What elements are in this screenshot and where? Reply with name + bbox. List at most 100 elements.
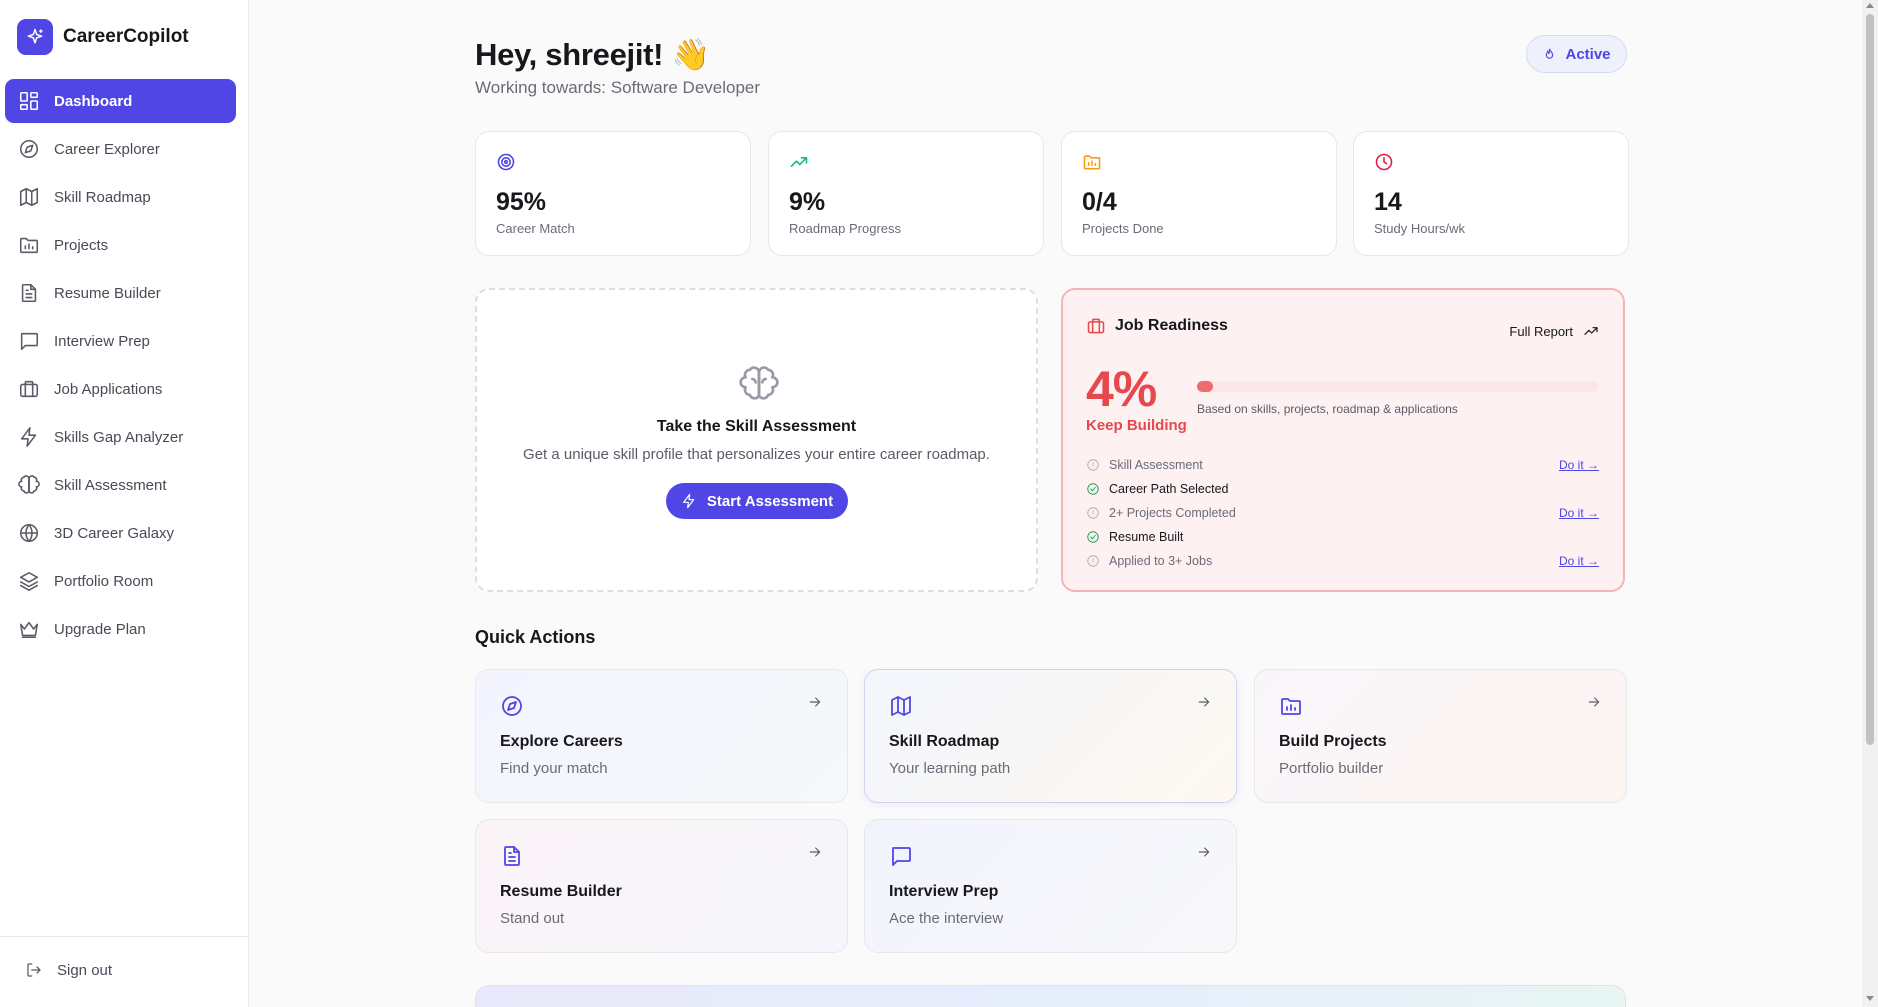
quick-action-subtitle: Your learning path — [889, 760, 1011, 777]
check-circle-icon — [1087, 531, 1099, 543]
bottom-banner — [475, 985, 1626, 1007]
quick-action-explore-careers[interactable]: Explore Careers Find your match — [475, 669, 848, 803]
readiness-percent: 4% — [1086, 361, 1157, 417]
status-label: Active — [1565, 45, 1611, 63]
quick-action-interview-prep[interactable]: Interview Prep Ace the interview — [864, 819, 1237, 953]
start-assessment-button[interactable]: Start Assessment — [666, 483, 848, 519]
quick-action-title: Resume Builder — [500, 883, 622, 900]
scroll-up-arrow[interactable] — [1866, 3, 1874, 8]
sidebar-item-label: Interview Prep — [54, 332, 150, 350]
dashboard-icon — [19, 91, 39, 111]
readiness-basis: Based on skills, projects, roadmap & app… — [1197, 402, 1458, 416]
sign-out-button[interactable]: Sign out — [25, 961, 112, 979]
flame-icon — [1546, 48, 1554, 59]
trending-up-icon — [790, 157, 808, 167]
sidebar-item-skill-roadmap[interactable]: Skill Roadmap — [5, 175, 236, 219]
sidebar-item-interview-prep[interactable]: Interview Prep — [5, 319, 236, 363]
checklist-item: Skill Assessment Do it → — [1086, 453, 1599, 477]
stat-card-roadmap-progress: 9% Roadmap Progress — [768, 131, 1044, 256]
career-goal-subtitle: Working towards: Software Developer — [475, 78, 761, 97]
quick-action-subtitle: Ace the interview — [889, 910, 1004, 927]
sidebar-item-label: Projects — [54, 236, 109, 254]
target-icon — [497, 153, 515, 171]
page-title: Hey, shreejit! 👋 — [475, 37, 710, 72]
quick-action-title: Explore Careers — [500, 733, 623, 750]
brain-icon — [739, 366, 779, 400]
sidebar-item-resume-builder[interactable]: Resume Builder — [5, 271, 236, 315]
stat-label: Projects Done — [1082, 221, 1164, 236]
status-badge[interactable]: Active — [1526, 35, 1627, 73]
job-readiness-card: Job Readiness Full Report 4% Keep Buildi… — [1061, 288, 1625, 592]
lightning-icon — [682, 493, 695, 509]
folder-icon — [1083, 155, 1101, 170]
briefcase-icon — [1087, 318, 1105, 334]
job-readiness-title: Job Readiness — [1115, 317, 1228, 334]
sidebar-item-upgrade-plan[interactable]: Upgrade Plan — [5, 607, 236, 651]
sidebar-item-projects[interactable]: Projects — [5, 223, 236, 267]
message-square-icon — [892, 847, 911, 866]
sidebar-item-career-explorer[interactable]: Career Explorer — [5, 127, 236, 171]
quick-action-title: Interview Prep — [889, 883, 999, 900]
sidebar-item-label: Upgrade Plan — [54, 620, 146, 638]
briefcase-icon — [19, 380, 39, 398]
do-it-link[interactable]: Do it → — [1558, 554, 1599, 568]
start-assessment-label: Start Assessment — [706, 492, 834, 510]
assessment-description: Get a unique skill profile that personal… — [523, 446, 990, 463]
readiness-progress-fill — [1197, 381, 1214, 392]
folder-chart-icon — [1281, 698, 1301, 715]
sidebar-item-portfolio-room[interactable]: Portfolio Room — [5, 559, 236, 603]
checklist-label: Resume Built — [1109, 530, 1184, 544]
scroll-thumb[interactable] — [1866, 14, 1874, 745]
sidebar-item-3d-career-galaxy[interactable]: 3D Career Galaxy — [5, 511, 236, 555]
arrow-right-icon — [1588, 697, 1600, 707]
quick-action-skill-roadmap[interactable]: Skill Roadmap Your learning path — [864, 669, 1237, 803]
sidebar-item-label: Skills Gap Analyzer — [54, 428, 184, 446]
readiness-status: Keep Building — [1086, 417, 1187, 434]
brand[interactable]: CareerCopilot — [17, 19, 189, 55]
map-icon — [891, 696, 911, 716]
trending-up-icon — [1584, 327, 1598, 335]
sign-out-label: Sign out — [57, 961, 113, 979]
info-circle-icon — [1087, 507, 1099, 519]
scroll-down-arrow[interactable] — [1866, 996, 1874, 1001]
quick-action-resume-builder[interactable]: Resume Builder Stand out — [475, 819, 848, 953]
page-scrollbar[interactable] — [1862, 0, 1878, 1007]
sidebar-item-job-applications[interactable]: Job Applications — [5, 367, 236, 411]
brain-icon — [18, 475, 40, 494]
readiness-progress-bar — [1197, 381, 1599, 392]
checklist-label: Career Path Selected — [1109, 482, 1229, 496]
log-out-icon — [27, 963, 41, 977]
quick-action-subtitle: Stand out — [500, 910, 565, 927]
folder-chart-icon — [19, 237, 39, 254]
sidebar-item-label: Career Explorer — [54, 140, 160, 158]
stat-value: 95% — [496, 188, 547, 216]
quick-action-build-projects[interactable]: Build Projects Portfolio builder — [1254, 669, 1627, 803]
info-circle-icon — [1087, 555, 1099, 567]
stat-card-career-match: 95% Career Match — [475, 131, 751, 256]
compass-icon — [19, 139, 39, 159]
stat-label: Study Hours/wk — [1374, 221, 1466, 236]
do-it-link[interactable]: Do it → — [1558, 458, 1599, 472]
sidebar-item-skill-assessment[interactable]: Skill Assessment — [5, 463, 236, 507]
sidebar-item-label: Portfolio Room — [54, 572, 154, 590]
checklist-label: Applied to 3+ Jobs — [1109, 554, 1213, 568]
skill-assessment-card: Take the Skill Assessment Get a unique s… — [475, 288, 1038, 592]
sidebar-item-dashboard[interactable]: Dashboard — [5, 79, 236, 123]
sidebar-item-label: Skill Assessment — [54, 476, 167, 494]
full-report-link[interactable]: Full Report — [1509, 323, 1599, 339]
stat-label: Career Match — [496, 221, 575, 236]
do-it-link[interactable]: Do it → — [1558, 506, 1599, 520]
map-icon — [19, 187, 39, 207]
sidebar-nav: Dashboard Career Explorer Skill Roadmap … — [5, 79, 236, 655]
checklist-label: 2+ Projects Completed — [1109, 506, 1236, 520]
quick-actions-title: Quick Actions — [475, 627, 596, 647]
globe-icon — [19, 523, 39, 543]
arrow-right-icon — [1198, 847, 1210, 857]
stat-label: Roadmap Progress — [789, 221, 901, 236]
sidebar-item-label: Job Applications — [54, 380, 163, 398]
sidebar-item-skills-gap-analyzer[interactable]: Skills Gap Analyzer — [5, 415, 236, 459]
sidebar: CareerCopilot Dashboard Career Explorer … — [0, 0, 249, 1007]
stat-value: 0/4 — [1082, 188, 1117, 216]
clock-icon — [1375, 153, 1393, 171]
sidebar-item-label: Skill Roadmap — [54, 188, 151, 206]
